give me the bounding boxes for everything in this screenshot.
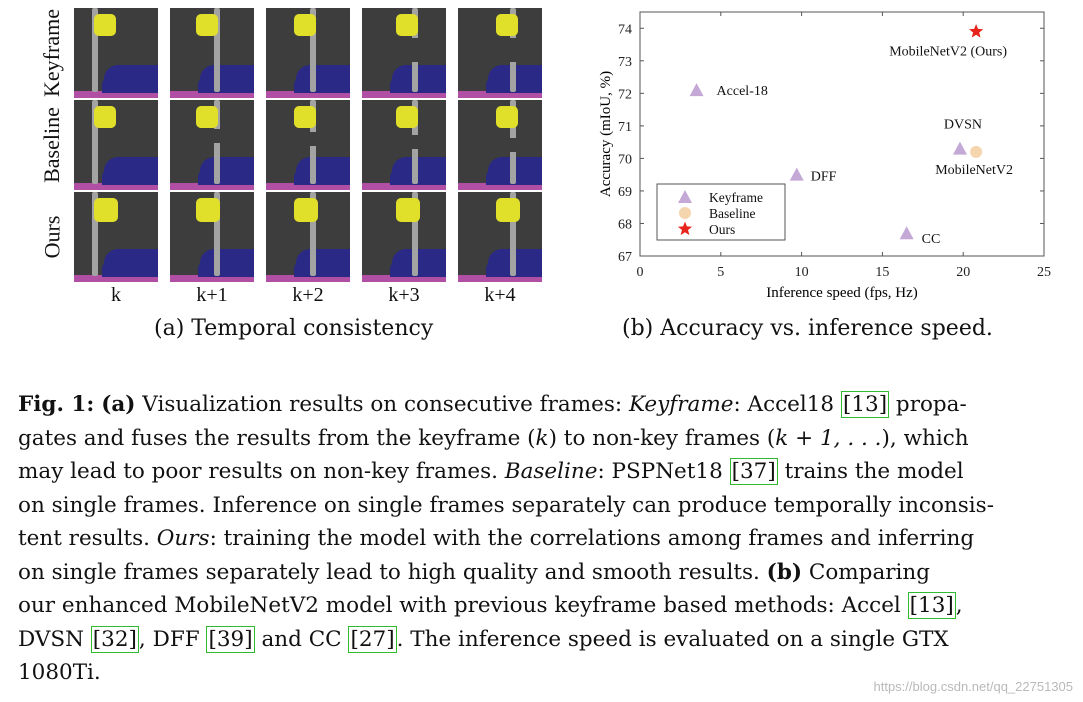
legend-label: Ours [709,222,735,237]
y-tick-label: 71 [618,120,632,135]
col-label-k2: k+2 [292,284,324,306]
segmentation-frame-keyframe-2 [266,8,350,98]
segmentation-frame-baseline-2 [266,100,350,190]
data-point-accel-18 [689,83,704,97]
data-point-mobilenetv2-ours- [969,24,984,38]
segmentation-frame-baseline-0 [74,100,158,190]
citation-link[interactable]: [13] [840,391,890,418]
x-tick-label: 0 [637,265,644,280]
data-label: CC [922,232,941,247]
caption-b: (b) Accuracy vs. inference speed. [622,316,993,341]
citation-link[interactable]: [27] [348,625,397,653]
data-label: MobileNetV2 (Ours) [889,45,1007,60]
citation-link[interactable]: [13] [907,592,956,619]
legend-marker-ours [677,221,693,236]
legend-marker-baseline [679,207,691,219]
caption-line-8: DVSN [32], DFF [39] and CC [27]. The inf… [18,625,949,653]
caption-a: (a) Temporal consistency [154,316,434,341]
y-tick-label: 73 [618,55,632,70]
segmentation-frame-keyframe-0 [74,8,158,98]
col-label-k1: k+1 [196,284,228,306]
caption-line-5: tent results. Ours: training the model w… [18,526,975,551]
legend-box [656,183,786,241]
y-tick-label: 68 [618,217,632,232]
y-tick-label: 74 [618,22,632,37]
col-label-k3: k+3 [388,284,420,306]
x-axis-label: Inference speed (fps, Hz) [766,285,918,301]
citation-link[interactable]: [37] [729,458,778,485]
row-label-baseline: Baseline [39,107,65,183]
segmentation-frame-keyframe-4 [458,8,542,98]
legend-label: Keyframe [709,190,763,205]
col-label-k4: k+4 [484,284,516,306]
caption-line-3: may lead to poor results on non-key fram… [18,458,964,485]
segmentation-frame-keyframe-1 [170,8,254,98]
segmentation-frame-ours-3 [362,192,446,282]
data-point-cc [899,226,914,240]
citation-link[interactable]: [39] [206,625,255,653]
segmentation-frame-baseline-3 [362,100,446,190]
watermark: https://blog.csdn.net/qq_22751305 [873,679,1074,694]
caption-line-6: on single frames separately lead to high… [18,559,931,585]
x-tick-label: 15 [875,265,889,280]
data-label: DVSN [944,118,982,133]
caption-line-2: gates and fuses the results from the key… [18,425,969,451]
data-label: MobileNetV2 [935,163,1013,178]
row-label-ours: Ours [39,215,64,259]
segmentation-frame-ours-0 [74,192,158,282]
col-label-k: k [111,284,121,306]
caption-line-9: 1080Ti. [18,660,101,685]
y-tick-label: 67 [618,250,632,265]
data-point-dvsn [952,141,967,155]
segmentation-frame-baseline-1 [170,100,254,190]
segmentation-frame-ours-2 [266,192,350,282]
caption-line-1: Fig. 1: (a) Visualization results on con… [18,391,967,418]
legend-marker-keyframe [678,190,692,203]
data-label: Accel-18 [717,84,768,99]
data-label: DFF [811,170,837,185]
y-tick-label: 72 [618,87,632,102]
panel-a-temporal-consistency: Keyframe Baseline Ours k k+1 k+2 k+3 k+4… [0,0,560,360]
caption-line-4: on single frames. Inference on single fr… [18,492,994,518]
y-tick-label: 69 [618,185,632,200]
citation-link[interactable]: [32] [90,625,139,653]
panel-b-accuracy-vs-speed: 0 5 10 15 20 25 67 68 69 70 71 72 73 74 Accel-18 DFF CC… [590,0,1070,305]
scatter-chart: 0 5 10 15 20 25 67 68 69 70 71 72 73 74 Accel-18 DFF CC… [598,11,1051,301]
x-tick-label: 5 [717,265,724,280]
y-tick-label: 70 [618,152,632,167]
caption-line-7: our enhanced MobileNetV2 model with prev… [18,592,963,619]
segmentation-frame-baseline-4 [458,100,542,190]
x-tick-label: 20 [956,265,970,280]
segmentation-frame-keyframe-3 [362,8,446,98]
x-tick-label: 10 [795,265,809,280]
plot-area [639,11,1045,257]
segmentation-frame-ours-4 [458,192,542,282]
data-point-dff [789,167,804,181]
segmentation-frame-ours-1 [170,192,254,282]
y-axis-label: Accuracy (mIoU, %) [598,71,614,197]
row-label-keyframe: Keyframe [39,9,65,97]
figure-caption: Fig. 1: (a) Visualization results on con… [18,388,1076,690]
legend-label: Baseline [709,206,756,221]
data-point-mobilenetv2 [970,145,983,158]
x-tick-label: 25 [1037,265,1051,280]
